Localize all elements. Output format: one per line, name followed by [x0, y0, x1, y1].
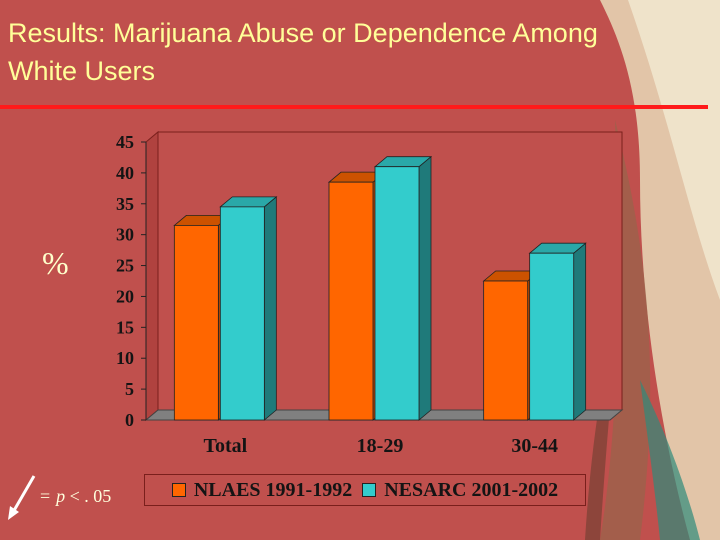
bar-nesarc-30-44 [529, 252, 575, 421]
footnote-equals: = [40, 486, 51, 506]
bar-nlaes-18-29 [328, 181, 374, 421]
significance-arrow-icon [8, 475, 36, 520]
y-tick-label: 15 [116, 317, 134, 337]
y-tick-label: 45 [116, 132, 134, 152]
legend-item-series-2: NESARC 2001-2002 [362, 479, 558, 502]
legend-swatch-series-1 [171, 483, 186, 497]
chart-legend: NLAES 1991-1992 NESARC 2001-2002 [144, 474, 586, 506]
x-category-label: Total [203, 435, 247, 457]
bar-side-face [418, 155, 432, 421]
legend-swatch-series-2 [362, 483, 377, 497]
y-tick-label: 20 [116, 286, 134, 306]
legend-item-series-1: NLAES 1991-1992 [171, 478, 353, 502]
y-tick-label: 10 [116, 348, 134, 368]
bar-nesarc-total [219, 206, 265, 421]
legend-label-series-2: NESARC 2001-2002 [384, 478, 559, 501]
bar-side-face [573, 242, 587, 421]
y-tick-label: 30 [116, 225, 134, 245]
bar-side-face [263, 196, 277, 421]
y-tick-label: 35 [116, 194, 134, 214]
bar-nesarc-18-29 [374, 166, 420, 421]
x-category-label: 30-44 [511, 435, 558, 457]
slide-title-line-2: White Users [8, 56, 156, 86]
bar-nlaes-total [173, 224, 219, 421]
title-divider [0, 105, 708, 109]
chart-side-wall [145, 130, 159, 422]
x-category-label: 18-29 [357, 435, 404, 457]
footnote-p: p [56, 486, 66, 506]
y-tick-label: 5 [125, 379, 134, 399]
y-unit-label: % [42, 245, 69, 281]
slide-title: Results: Marijuana Abuse or Dependence A… [8, 14, 698, 90]
y-tick-label: 0 [125, 410, 134, 430]
bar-nlaes-30-44 [483, 280, 529, 421]
y-tick-label: 25 [116, 256, 134, 276]
legend-label-series-1: NLAES 1991-1992 [193, 478, 353, 501]
footnote-threshold: < . 05 [69, 486, 112, 506]
significance-footnote: = p < . 05 [40, 486, 111, 507]
y-tick-label: 40 [116, 163, 134, 183]
slide-title-line-1: Results: Marijuana Abuse or Dependence A… [8, 18, 598, 48]
